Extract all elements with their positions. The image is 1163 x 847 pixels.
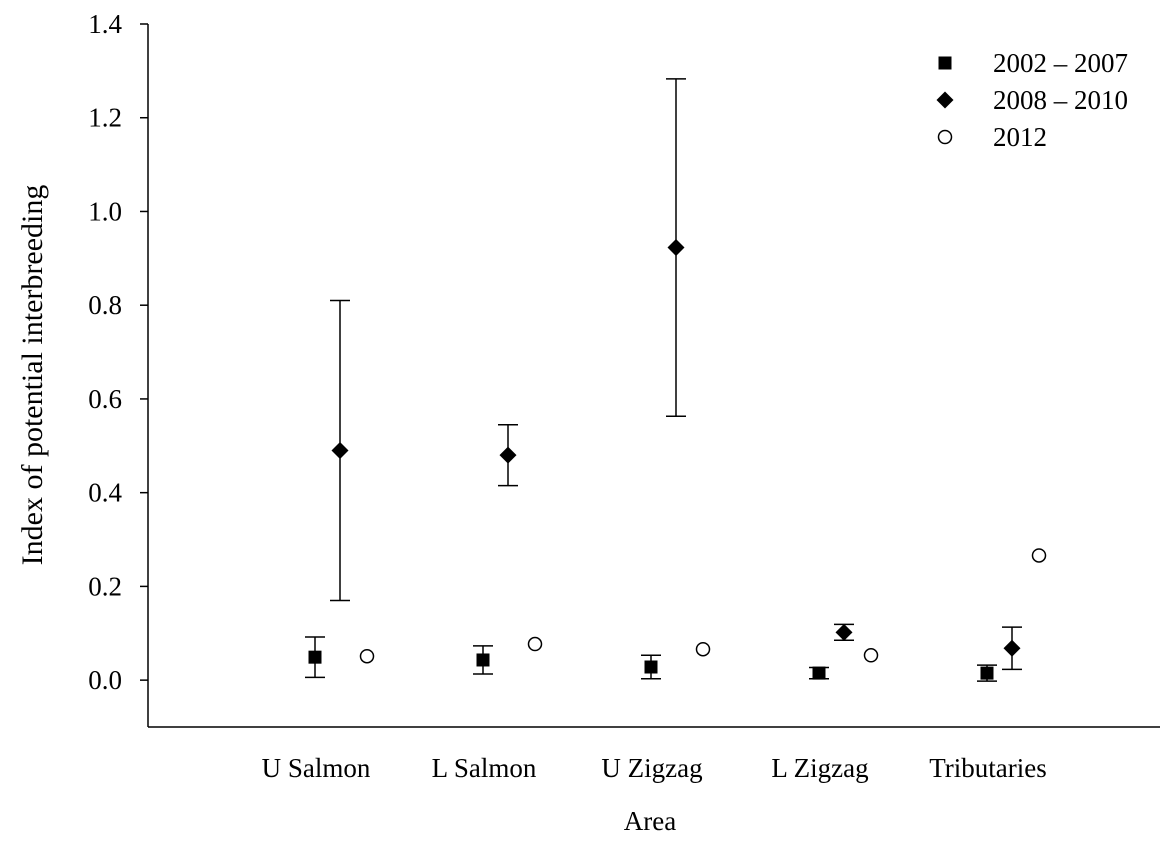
y-tick-label: 0.6 [88,384,122,414]
circle-marker [863,648,879,663]
diamond-marker [331,441,349,459]
y-tick-label: 0.4 [88,478,122,508]
y-tick-label: 1.0 [88,196,122,226]
y-tick-label: 1.2 [88,103,122,133]
circle-marker [695,641,711,657]
x-axis-label: Area [624,806,676,836]
x-tick-label: L Zigzag [771,753,868,783]
x-tick-label: L Salmon [432,753,537,783]
diamond-marker [499,446,517,464]
square-marker [644,660,658,674]
diamond-marker [835,623,853,641]
square-marker [980,666,994,680]
y-axis-label: Index of potential interbreeding [16,185,49,566]
circle-marker [359,648,375,664]
x-tick-label: U Zigzag [601,753,702,783]
diamond-marker [936,91,954,109]
square-marker [812,666,826,680]
x-tick-label: U Salmon [262,753,371,783]
x-tick-label: Tributaries [929,753,1047,783]
diamond-marker [667,239,685,257]
legend-label: 2008 – 2010 [993,85,1128,115]
y-tick-label: 1.4 [88,9,122,39]
y-tick-label: 0.2 [88,571,122,601]
square-marker [476,653,490,667]
y-tick-label: 0.8 [88,290,122,320]
legend-label: 2012 [993,122,1047,152]
circle-marker [1031,548,1047,563]
square-marker [938,56,952,70]
legend-label: 2002 – 2007 [993,48,1128,78]
circle-marker [937,129,953,145]
y-tick-label: 0.0 [88,665,122,695]
square-marker [308,650,322,664]
diamond-marker [1003,639,1021,657]
circle-marker [527,636,543,652]
